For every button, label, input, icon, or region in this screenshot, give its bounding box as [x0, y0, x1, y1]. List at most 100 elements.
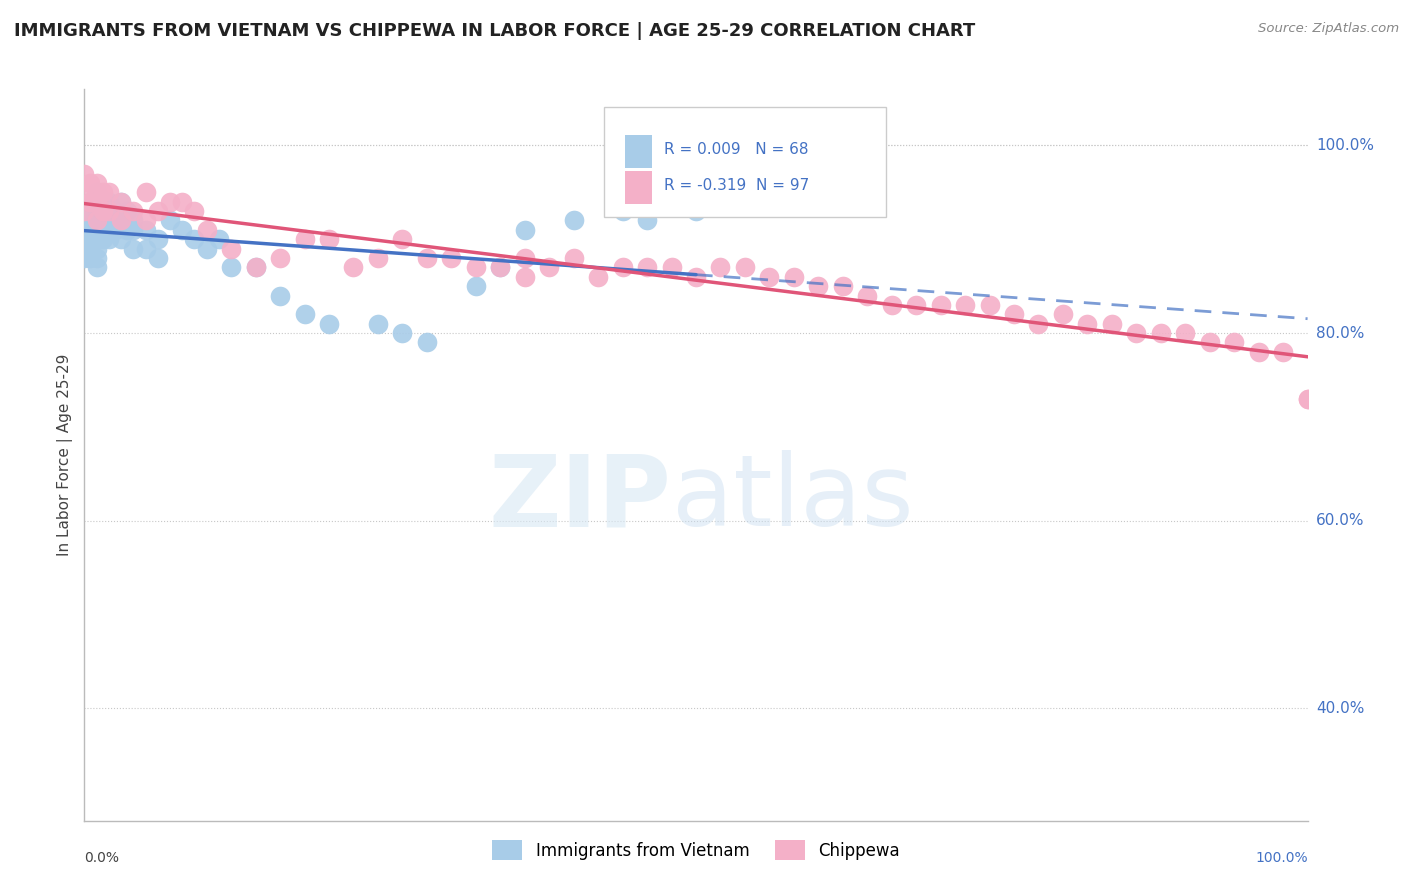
Point: [86, 242, 108, 256]
Point: [135, 223, 157, 237]
Point: [661, 260, 683, 275]
Point: [79, 209, 101, 223]
Point: [86, 199, 108, 213]
Y-axis label: In Labor Force | Age 25-29: In Labor Force | Age 25-29: [58, 354, 73, 556]
Point: [97, 204, 120, 219]
Point: [208, 232, 231, 246]
Point: [86, 204, 108, 219]
Point: [979, 298, 1001, 312]
Point: [709, 260, 731, 275]
Point: [1125, 326, 1147, 340]
FancyBboxPatch shape: [626, 135, 652, 168]
Point: [79, 251, 101, 265]
Point: [159, 194, 181, 209]
Point: [73, 251, 96, 265]
Point: [367, 251, 389, 265]
Point: [79, 242, 101, 256]
Point: [953, 298, 976, 312]
Point: [219, 242, 242, 256]
Point: [183, 204, 205, 219]
Point: [807, 279, 830, 293]
Point: [146, 232, 169, 246]
Point: [464, 260, 486, 275]
Point: [79, 213, 101, 227]
Point: [195, 223, 218, 237]
Point: [73, 223, 96, 237]
Point: [612, 204, 634, 219]
Point: [195, 242, 218, 256]
Point: [115, 223, 138, 237]
Point: [1150, 326, 1173, 340]
FancyBboxPatch shape: [626, 171, 652, 204]
Point: [783, 269, 806, 284]
Point: [91, 223, 114, 237]
Point: [110, 194, 132, 209]
Point: [219, 260, 242, 275]
Point: [86, 260, 108, 275]
Text: 0.0%: 0.0%: [84, 851, 120, 865]
Point: [685, 204, 707, 219]
Point: [146, 204, 169, 219]
Point: [294, 232, 316, 246]
Point: [489, 260, 512, 275]
Point: [1272, 344, 1295, 359]
Point: [91, 186, 114, 200]
Point: [73, 204, 96, 219]
Point: [269, 251, 291, 265]
Point: [79, 232, 101, 246]
Point: [391, 232, 413, 246]
Point: [86, 251, 108, 265]
Point: [538, 260, 561, 275]
Point: [73, 204, 96, 219]
Point: [1247, 344, 1270, 359]
Text: 100.0%: 100.0%: [1256, 851, 1308, 865]
Point: [104, 213, 127, 227]
Point: [91, 213, 114, 227]
Point: [342, 260, 364, 275]
Point: [734, 260, 756, 275]
Point: [159, 213, 181, 227]
Point: [183, 232, 205, 246]
Point: [97, 204, 120, 219]
Point: [86, 194, 108, 209]
Text: R = -0.319  N = 97: R = -0.319 N = 97: [664, 178, 810, 194]
Text: ZIP: ZIP: [489, 450, 672, 548]
Point: [880, 298, 903, 312]
Point: [97, 186, 120, 200]
Point: [1052, 307, 1074, 321]
Point: [97, 194, 120, 209]
Point: [294, 307, 316, 321]
Point: [758, 269, 780, 284]
Point: [245, 260, 267, 275]
Point: [685, 269, 707, 284]
Text: Source: ZipAtlas.com: Source: ZipAtlas.com: [1258, 22, 1399, 36]
Point: [79, 204, 101, 219]
Point: [318, 317, 340, 331]
Point: [97, 232, 120, 246]
Point: [86, 176, 108, 190]
Point: [489, 260, 512, 275]
Point: [416, 335, 439, 350]
Point: [831, 279, 853, 293]
Text: R = 0.009   N = 68: R = 0.009 N = 68: [664, 142, 808, 157]
Point: [586, 269, 609, 284]
Point: [86, 186, 108, 200]
Point: [636, 213, 658, 227]
FancyBboxPatch shape: [605, 108, 886, 218]
Point: [135, 213, 157, 227]
Point: [513, 223, 536, 237]
Point: [856, 288, 879, 302]
Point: [79, 194, 101, 209]
Point: [562, 213, 585, 227]
Point: [91, 232, 114, 246]
Point: [1028, 317, 1050, 331]
Point: [86, 223, 108, 237]
Point: [929, 298, 952, 312]
Point: [1223, 335, 1246, 350]
Point: [318, 232, 340, 246]
Point: [146, 251, 169, 265]
Point: [97, 213, 120, 227]
Point: [612, 260, 634, 275]
Point: [110, 213, 132, 227]
Point: [1198, 335, 1220, 350]
